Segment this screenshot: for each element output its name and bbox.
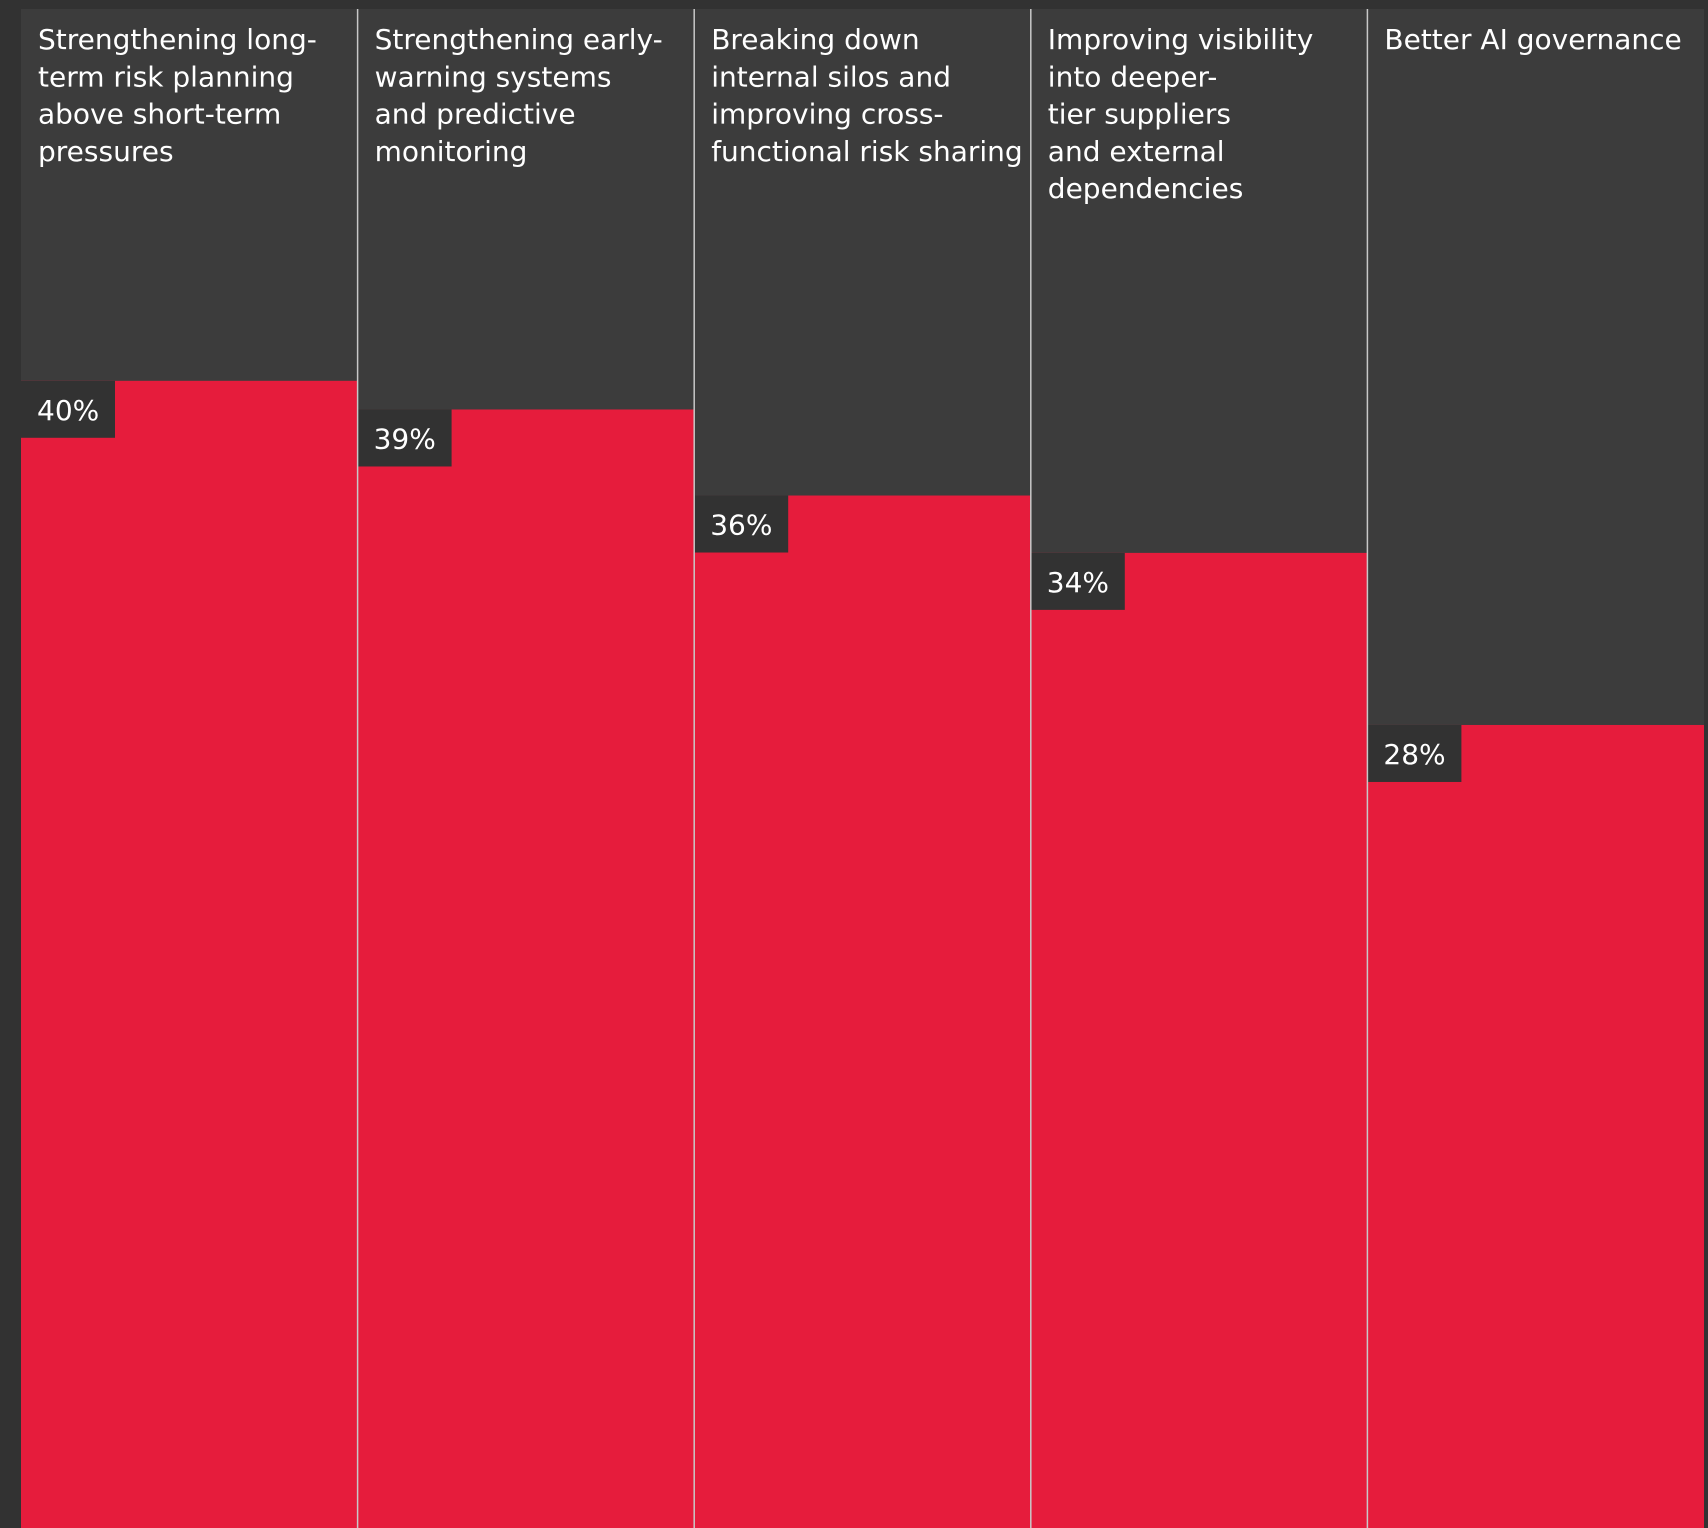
bar-column: Strengthening early-warning systems and p… <box>357 9 695 1528</box>
bar <box>1367 724 1704 1528</box>
category-label: Breaking down internal silos and improving… <box>711 23 1023 168</box>
bar-column: Better AI governance 28% <box>1367 9 1704 1528</box>
value-label-box <box>21 380 115 438</box>
category-label: Strengthening early-warning systems and p… <box>375 23 663 168</box>
value-label: 34% <box>1047 566 1109 599</box>
bar-column: Improving visibility into deeper-tier sup… <box>1030 9 1368 1528</box>
category-label: Better AI governance <box>1384 23 1681 56</box>
value-label: 40% <box>37 394 99 427</box>
value-label-box <box>1030 552 1125 610</box>
bar <box>357 409 695 1528</box>
bar <box>694 495 1031 1528</box>
category-label: Strengthening long-term risk planning abo… <box>38 23 317 168</box>
bar <box>21 380 358 1528</box>
value-label: 36% <box>710 509 772 542</box>
bars-layer: Strengthening long-term risk planning abo… <box>21 9 1704 1528</box>
value-label: 28% <box>1383 738 1445 771</box>
bar-column: Breaking down internal silos and improving… <box>694 9 1031 1528</box>
category-label: Improving visibility into deeper-tier sup… <box>1048 23 1313 205</box>
value-label-box <box>694 495 789 553</box>
value-label-box <box>1367 724 1462 782</box>
value-label: 39% <box>374 422 436 455</box>
bar <box>1030 552 1368 1528</box>
value-label-box <box>357 409 452 467</box>
bar-column: Strengthening long-term risk planning abo… <box>21 9 358 1528</box>
